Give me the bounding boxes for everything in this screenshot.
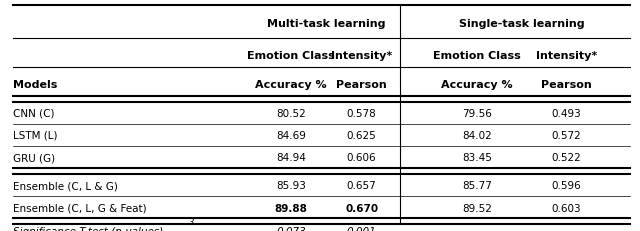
Text: 0.606: 0.606 (347, 152, 376, 163)
Text: Pearson: Pearson (541, 79, 592, 89)
Text: 0.001: 0.001 (347, 225, 376, 231)
Text: Emotion Class: Emotion Class (433, 50, 521, 61)
Text: CNN (C): CNN (C) (13, 108, 54, 118)
Text: 89.52: 89.52 (462, 203, 492, 213)
Text: Ensemble (C, L, G & Feat): Ensemble (C, L, G & Feat) (13, 203, 147, 213)
Text: -: - (475, 225, 479, 231)
Text: 83.45: 83.45 (462, 152, 492, 163)
Text: GRU (G): GRU (G) (13, 152, 55, 163)
Text: Models: Models (13, 79, 57, 89)
Text: 0.578: 0.578 (347, 108, 376, 118)
Text: 84.69: 84.69 (276, 130, 306, 140)
Text: Single-task learning: Single-task learning (459, 19, 584, 29)
Text: 85.77: 85.77 (462, 180, 492, 191)
Text: 0.073: 0.073 (276, 225, 306, 231)
Text: 89.88: 89.88 (275, 203, 308, 213)
Text: 79.56: 79.56 (462, 108, 492, 118)
Text: Accuracy %: Accuracy % (441, 79, 513, 89)
Text: 0.522: 0.522 (552, 152, 581, 163)
Text: 80.52: 80.52 (276, 108, 306, 118)
Text: Intensity*: Intensity* (536, 50, 597, 61)
Text: 0.493: 0.493 (552, 108, 581, 118)
Text: Multi-task learning: Multi-task learning (267, 19, 386, 29)
Text: Ensemble (C, L & G): Ensemble (C, L & G) (13, 180, 118, 191)
Text: 0.657: 0.657 (347, 180, 376, 191)
Text: 0.572: 0.572 (552, 130, 581, 140)
Text: 0.596: 0.596 (552, 180, 581, 191)
Text: LSTM (L): LSTM (L) (13, 130, 58, 140)
Text: 3: 3 (189, 217, 194, 226)
Text: 84.94: 84.94 (276, 152, 306, 163)
Text: -: - (564, 225, 568, 231)
Text: Intensity*: Intensity* (331, 50, 392, 61)
Text: Accuracy %: Accuracy % (255, 79, 327, 89)
Text: 0.603: 0.603 (552, 203, 581, 213)
Text: Pearson: Pearson (336, 79, 387, 89)
Text: 85.93: 85.93 (276, 180, 306, 191)
Text: Significance T-test (p-values): Significance T-test (p-values) (13, 225, 163, 231)
Text: 0.670: 0.670 (345, 203, 378, 213)
Text: 84.02: 84.02 (462, 130, 492, 140)
Text: 0.625: 0.625 (347, 130, 376, 140)
Text: Emotion Class: Emotion Class (247, 50, 335, 61)
